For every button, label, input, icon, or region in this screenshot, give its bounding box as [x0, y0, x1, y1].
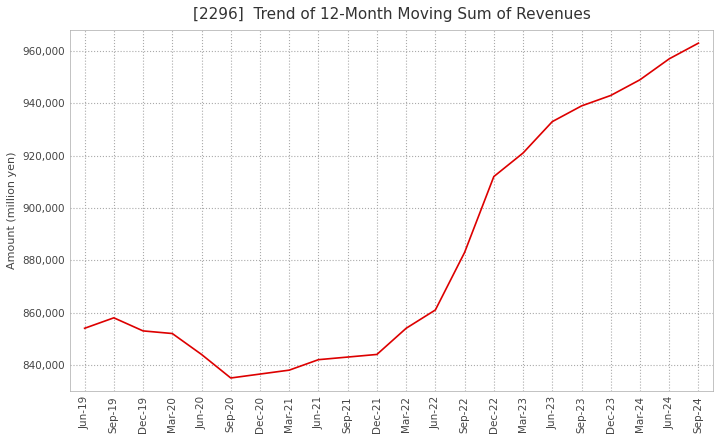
Y-axis label: Amount (million yen): Amount (million yen): [7, 152, 17, 269]
Title: [2296]  Trend of 12-Month Moving Sum of Revenues: [2296] Trend of 12-Month Moving Sum of R…: [192, 7, 590, 22]
